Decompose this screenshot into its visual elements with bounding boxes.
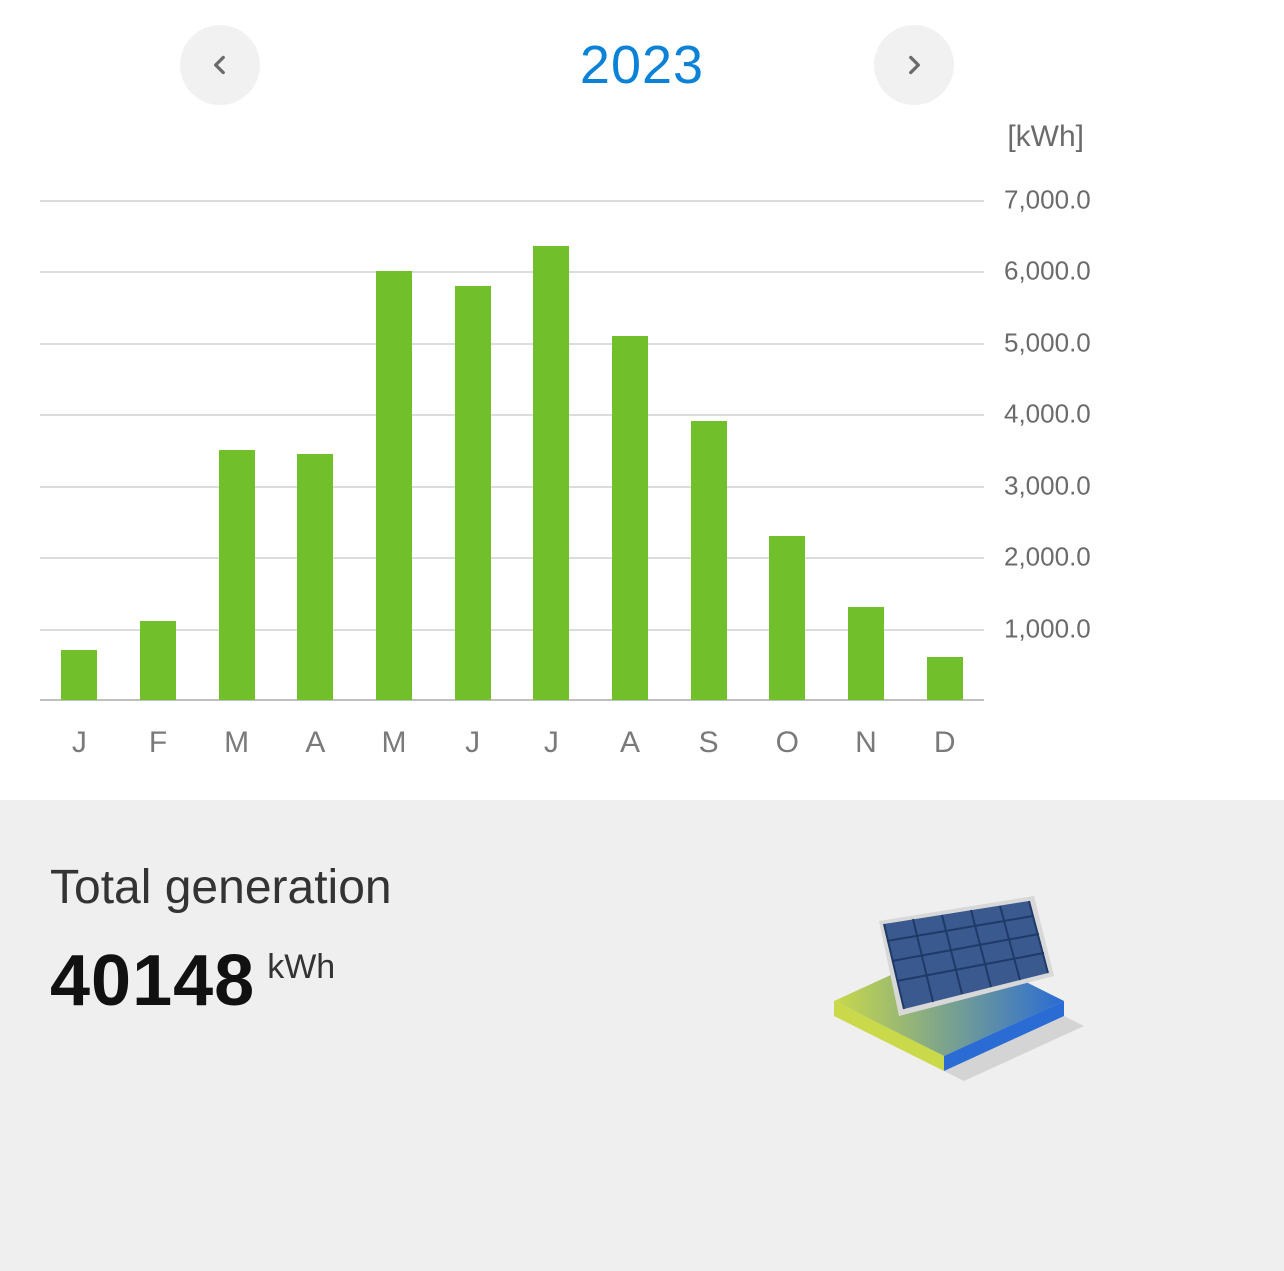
chart-bar [769,536,805,700]
chart-bar [297,454,333,700]
summary-panel: Total generation 40148 kWh [0,800,1284,1271]
chart-x-tick-label: A [620,726,640,760]
chart-y-tick-label: 5,000.0 [1004,327,1091,358]
y-axis-unit: [kWh] [1007,120,1084,154]
year-label: 2023 [580,34,704,96]
chart-y-tick-label: 1,000.0 [1004,613,1091,644]
chart-y-tick-label: 2,000.0 [1004,542,1091,573]
chart-bar [848,607,884,700]
year-navigator: 2023 [0,20,1284,110]
chart-x-tick-label: O [776,726,799,760]
chart-bar [691,421,727,700]
chart-x-tick-label: S [699,726,719,760]
chevron-left-icon [207,52,233,78]
chart-x-tick-label: J [72,726,87,760]
prev-year-button[interactable] [180,25,260,105]
chart-bar [533,246,569,700]
chart-x-tick-label: M [382,726,407,760]
chart-bar [455,286,491,700]
chart-x-labels: JFMAMJJASOND [40,710,984,760]
chart-x-tick-label: D [934,726,956,760]
chart-y-tick-label: 6,000.0 [1004,256,1091,287]
chart-y-tick-label: 4,000.0 [1004,399,1091,430]
chart-bar [376,271,412,700]
chart-plot-area: 1,000.02,000.03,000.04,000.05,000.06,000… [40,200,984,700]
chart-bar [219,450,255,700]
chart-x-tick-label: N [855,726,877,760]
chart-bar [927,657,963,700]
chart-x-tick-label: M [224,726,249,760]
chart-bars [40,200,984,700]
chart-bar [61,650,97,700]
chart-y-tick-label: 3,000.0 [1004,470,1091,501]
chart-y-tick-label: 7,000.0 [1004,185,1091,216]
total-generation-value: 40148 [50,940,255,1022]
chart-x-tick-label: F [149,726,167,760]
total-generation-unit: kWh [267,948,335,987]
chart-bar [140,621,176,700]
chart-x-tick-label: J [465,726,480,760]
chevron-right-icon [901,52,927,78]
chart-x-tick-label: A [305,726,325,760]
chart-x-tick-label: J [544,726,559,760]
generation-bar-chart: 1,000.02,000.03,000.04,000.05,000.06,000… [40,200,1084,760]
next-year-button[interactable] [874,25,954,105]
chart-bar [612,336,648,700]
solar-panel-illustration [794,881,1094,1081]
chart-section: 2023 [kWh] 1,000.02,000.03,000.04,000.05… [0,0,1284,800]
